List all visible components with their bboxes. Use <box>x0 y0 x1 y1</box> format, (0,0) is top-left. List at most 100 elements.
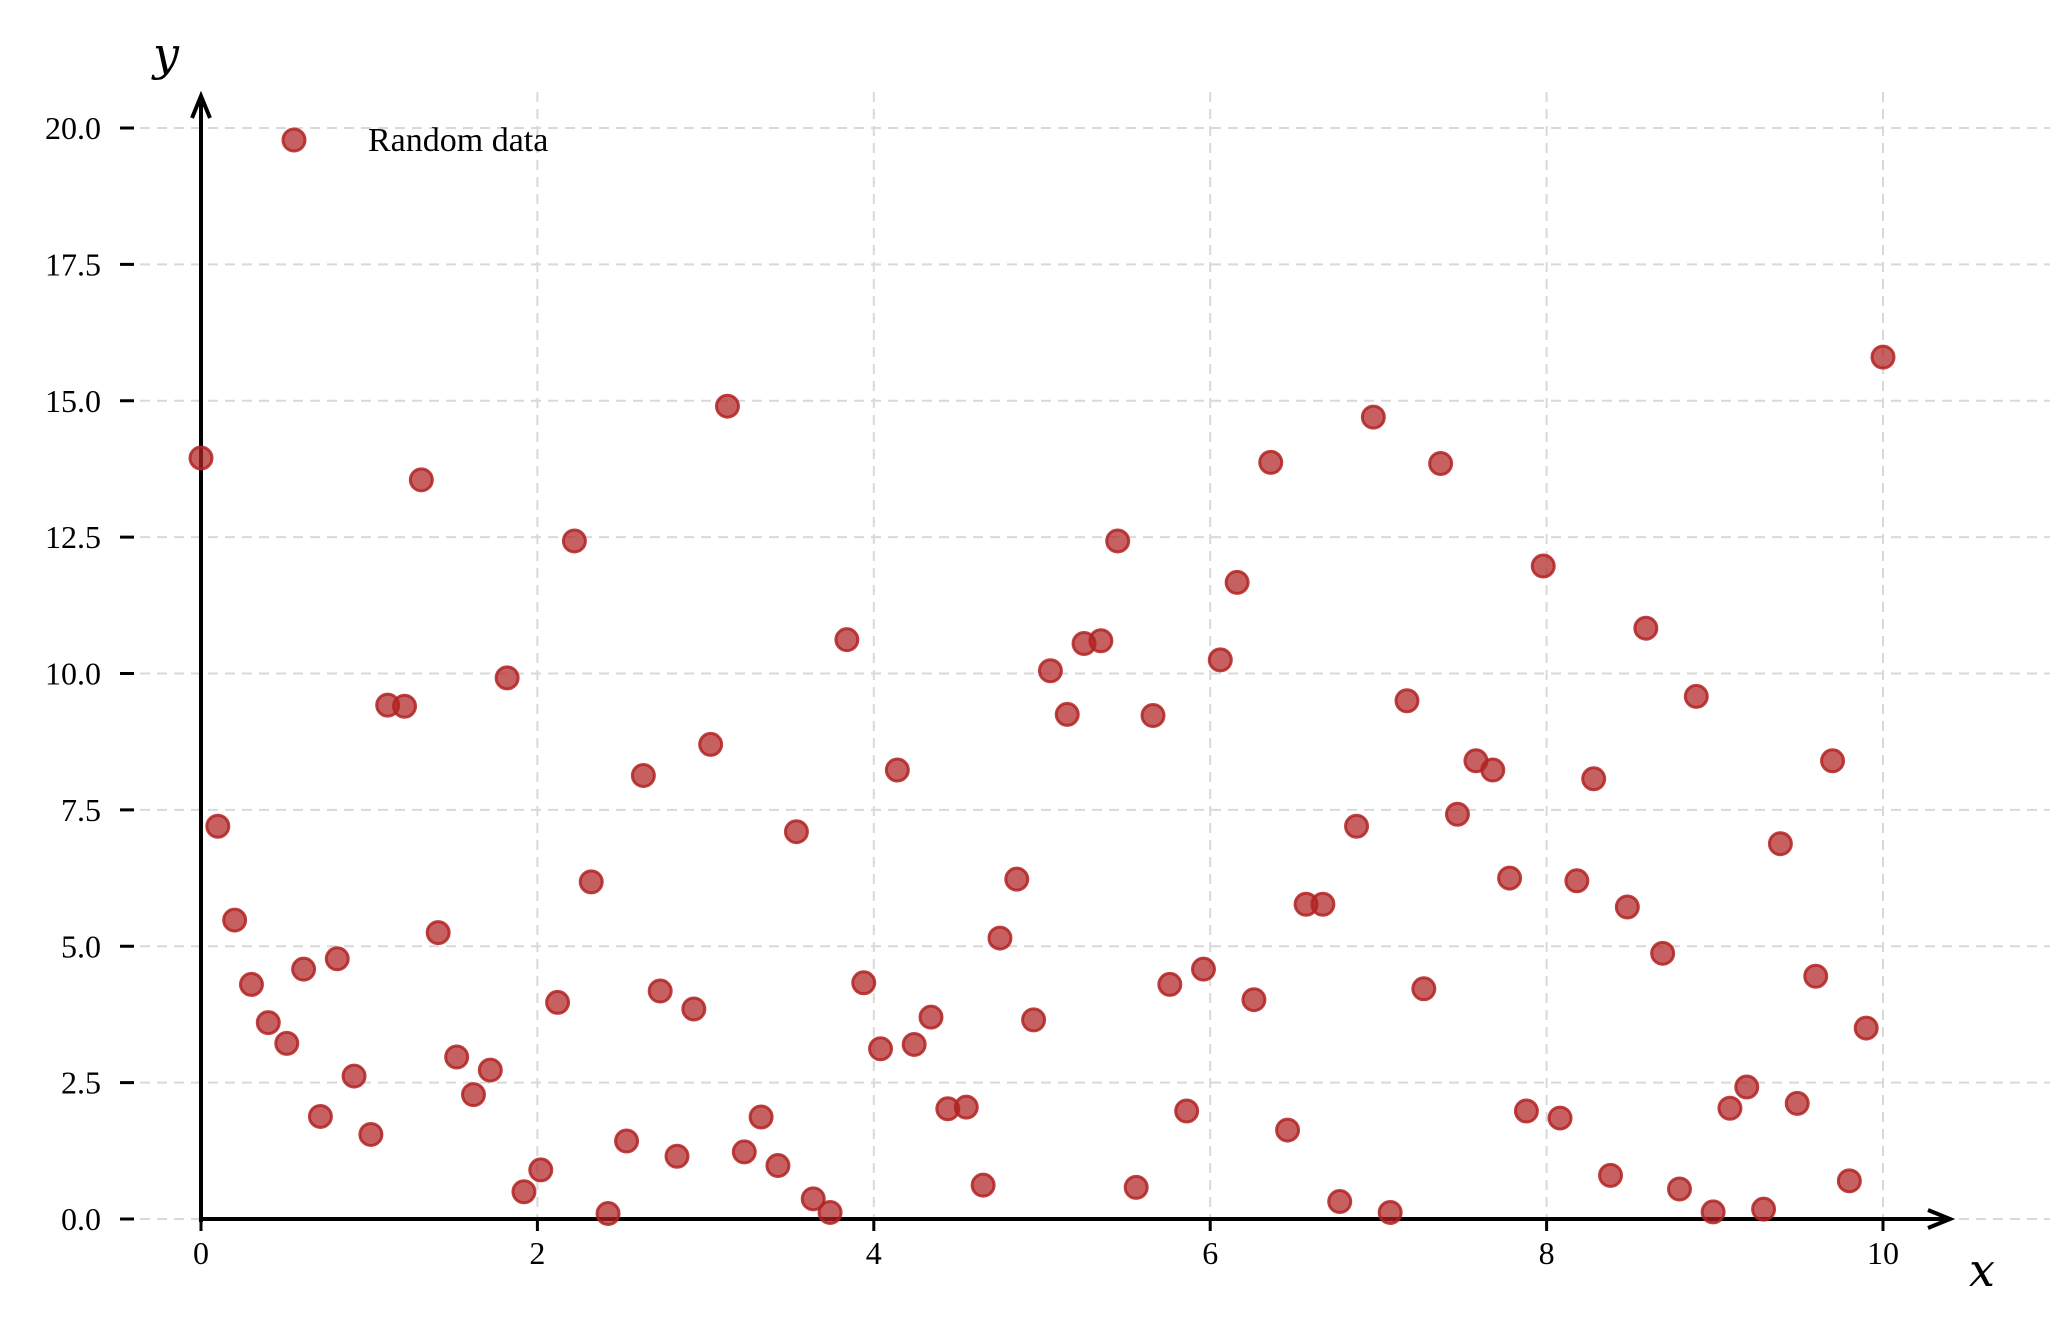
data-point <box>1581 766 1607 792</box>
data-point <box>291 956 317 982</box>
data-point <box>1088 628 1114 654</box>
data-point <box>1275 1117 1301 1143</box>
legend-marker <box>281 127 307 153</box>
data-point <box>307 1103 333 1129</box>
data-point <box>851 970 877 996</box>
data-point <box>647 978 673 1004</box>
data-point <box>1650 940 1676 966</box>
data-point <box>477 1057 503 1083</box>
data-point <box>731 1139 757 1165</box>
data-point <box>188 445 214 471</box>
data-point <box>1344 813 1370 839</box>
y-tick-label: 5.0 <box>61 928 101 964</box>
x-tick-label: 2 <box>529 1235 545 1271</box>
data-point <box>1717 1095 1743 1121</box>
legend-label: Random data <box>368 122 548 159</box>
data-point <box>595 1201 621 1227</box>
data-points <box>188 344 1896 1227</box>
data-point <box>255 1010 281 1036</box>
data-point <box>1666 1176 1692 1202</box>
data-point <box>714 393 740 419</box>
data-point <box>460 1082 486 1108</box>
data-point <box>1310 891 1336 917</box>
data-point <box>1564 868 1590 894</box>
data-point <box>425 920 451 946</box>
data-point <box>1360 404 1386 430</box>
data-point <box>1513 1098 1539 1124</box>
data-point <box>1853 1015 1879 1041</box>
axes: xy <box>151 27 1995 1297</box>
y-tick-label: 15.0 <box>45 383 101 419</box>
data-point <box>1734 1074 1760 1100</box>
data-point <box>358 1121 384 1147</box>
y-tick-label: 12.5 <box>45 519 101 555</box>
data-point <box>1004 866 1030 892</box>
data-point <box>834 627 860 653</box>
data-point <box>1633 615 1659 641</box>
data-point <box>1411 976 1437 1002</box>
data-point <box>1803 963 1829 989</box>
data-point <box>664 1143 690 1169</box>
data-point <box>561 528 587 554</box>
x-tick-label: 0 <box>193 1235 209 1271</box>
data-point <box>1751 1196 1777 1222</box>
data-point <box>765 1153 791 1179</box>
y-tick-label: 2.5 <box>61 1065 101 1101</box>
y-tick-label: 10.0 <box>45 656 101 692</box>
data-point <box>341 1063 367 1089</box>
x-tick-label: 10 <box>1867 1235 1899 1271</box>
data-point <box>1767 831 1793 857</box>
data-point <box>1207 647 1233 673</box>
data-point <box>1870 344 1896 370</box>
data-point <box>783 819 809 845</box>
y-tick-label: 17.5 <box>45 246 101 282</box>
data-point <box>1683 683 1709 709</box>
data-point <box>987 925 1013 951</box>
ticks: 0 2 4 6 8 10 0.0 2.5 5.0 7.5 10.0 12.5 15.0 17.5 20.0 <box>45 110 1899 1271</box>
data-point <box>1480 757 1506 783</box>
y-tick-label: 7.5 <box>61 792 101 828</box>
y-tick-label: 20.0 <box>45 110 101 146</box>
data-point <box>324 946 350 972</box>
data-point <box>1836 1168 1862 1194</box>
data-point <box>1140 703 1166 729</box>
data-point <box>408 467 434 493</box>
data-point <box>800 1186 826 1212</box>
y-tick-label: 0.0 <box>61 1201 101 1237</box>
data-point <box>578 869 604 895</box>
data-point <box>274 1030 300 1056</box>
data-point <box>1497 865 1523 891</box>
grid <box>140 92 2050 1220</box>
data-point <box>1614 894 1640 920</box>
data-point <box>748 1104 774 1130</box>
data-point <box>1157 971 1183 997</box>
data-point <box>1258 449 1284 475</box>
data-point <box>918 1004 944 1030</box>
data-point <box>1428 450 1454 476</box>
data-point <box>1105 528 1131 554</box>
x-tick-label: 4 <box>866 1235 882 1271</box>
data-point <box>1123 1174 1149 1200</box>
data-point <box>630 763 656 789</box>
data-point <box>884 757 910 783</box>
data-point <box>1547 1105 1573 1131</box>
data-point <box>1054 701 1080 727</box>
legend: Random data <box>281 122 548 159</box>
data-point <box>1444 801 1470 827</box>
data-point <box>205 813 231 839</box>
data-point <box>970 1172 996 1198</box>
data-point <box>1530 553 1556 579</box>
data-point <box>545 989 571 1015</box>
data-point <box>1394 688 1420 714</box>
data-point <box>817 1199 843 1225</box>
data-point <box>392 693 418 719</box>
data-point <box>1241 987 1267 1013</box>
data-point <box>1021 1007 1047 1033</box>
data-point <box>681 996 707 1022</box>
data-point <box>1224 569 1250 595</box>
data-point <box>1820 748 1846 774</box>
data-point <box>698 731 724 757</box>
x-tick-label: 8 <box>1539 1235 1555 1271</box>
data-point <box>528 1157 554 1183</box>
data-point <box>1598 1162 1624 1188</box>
